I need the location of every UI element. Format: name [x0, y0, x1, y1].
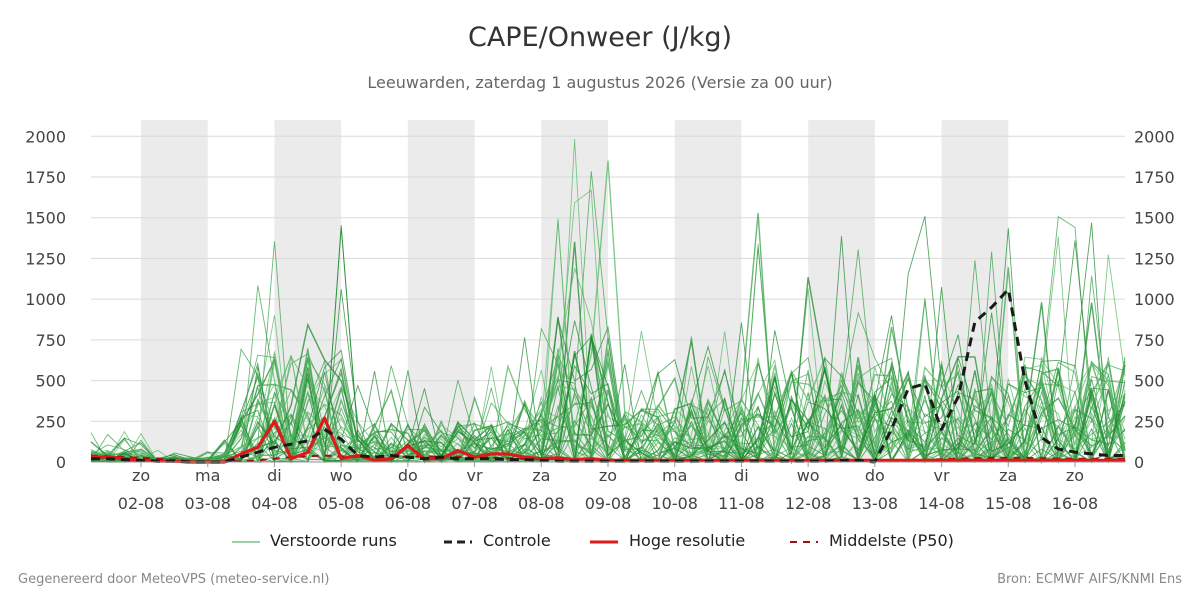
ensemble-run-line [90, 277, 1126, 464]
x-tick-date-label: 16-08 [1052, 494, 1099, 513]
y-tick-label-right: 250 [1134, 412, 1165, 431]
x-tick-date-label: 14-08 [918, 494, 965, 513]
ensemble-run-line [90, 326, 1126, 464]
x-tick-date-label: 13-08 [852, 494, 899, 513]
x-tick-day-label: do [398, 466, 418, 485]
y-tick-label-left: 1250 [25, 249, 66, 268]
x-tick-day-label: za [532, 466, 550, 485]
x-tick-day-label: vr [467, 466, 483, 485]
x-tick-day-label: wo [330, 466, 353, 485]
chart-subtitle: Leeuwarden, zaterdag 1 augustus 2026 (Ve… [367, 73, 833, 92]
x-tick-day-label: vr [934, 466, 950, 485]
y-tick-label-left: 500 [35, 372, 66, 391]
night-band [141, 120, 208, 462]
y-tick-label-right: 1000 [1134, 290, 1175, 309]
x-tick-date-label: 04-08 [251, 494, 298, 513]
footer-generated-by: Gegenereerd door MeteoVPS (meteo-service… [18, 572, 330, 587]
y-tick-label-left: 0 [56, 453, 66, 472]
night-band [674, 120, 742, 462]
x-tick-date-label: 15-08 [985, 494, 1032, 513]
y-tick-label-left: 250 [35, 412, 66, 431]
y-tick-label-right: 0 [1134, 453, 1144, 472]
ensemble-run-line [90, 335, 1126, 463]
ensemble-run-line [90, 222, 1126, 463]
x-tick-day-label: zo [132, 466, 150, 485]
y-tick-label-right: 2000 [1134, 127, 1175, 146]
x-tick-date-label: 12-08 [785, 494, 832, 513]
y-tick-label-left: 750 [35, 331, 66, 350]
x-tick-date-label: 05-08 [318, 494, 365, 513]
y-tick-label-left: 1000 [25, 290, 66, 309]
control-line [91, 287, 1125, 464]
x-tick-date-label: 09-08 [585, 494, 632, 513]
x-tick-date-label: 10-08 [651, 494, 698, 513]
x-tick-day-label: wo [797, 466, 820, 485]
y-tick-label-right: 500 [1134, 372, 1165, 391]
legend: Verstoorde runs Controle Hoge resolutie … [0, 530, 1200, 554]
ensemble-run-line [90, 227, 1126, 463]
x-tick-date-label: 08-08 [518, 494, 565, 513]
x-tick-day-label: di [734, 466, 749, 485]
x-tick-day-label: ma [195, 466, 220, 485]
footer-source: Bron: ECMWF AIFS/KNMI Ens [997, 572, 1182, 587]
ensemble-run-line [90, 352, 1126, 463]
y-tick-label-right: 1500 [1134, 209, 1175, 228]
x-tick-day-label: za [999, 466, 1017, 485]
x-tick-date-label: 03-08 [184, 494, 231, 513]
legend-swatch-perturbed-runs [232, 541, 260, 543]
ensemble-run-line [90, 318, 1126, 463]
x-tick-day-label: ma [662, 466, 687, 485]
legend-swatch-control [444, 540, 472, 544]
y-tick-label-right: 750 [1134, 331, 1165, 350]
x-tick-date-label: 02-08 [118, 494, 165, 513]
y-tick-label-right: 1250 [1134, 249, 1175, 268]
x-tick-date-label: 07-08 [451, 494, 498, 513]
y-tick-label-left: 2000 [25, 127, 66, 146]
y-tick-label-left: 1750 [25, 168, 66, 187]
x-tick-day-label: zo [1066, 466, 1084, 485]
legend-label-perturbed-runs: Verstoorde runs [270, 531, 397, 550]
x-tick-day-label: do [865, 466, 885, 485]
x-tick-date-label: 11-08 [718, 494, 765, 513]
legend-swatch-high-resolution [590, 540, 618, 544]
y-tick-label-left: 1500 [25, 209, 66, 228]
chart-title: CAPE/Onweer (J/kg) [467, 22, 732, 53]
axes: 0 0 250 250 500 500 750 750 1000 1000 1250 1250 1500… [25, 127, 1174, 513]
legend-swatch-median [790, 541, 818, 543]
ensemble-run-line [90, 247, 1126, 463]
main-series [90, 287, 1125, 464]
y-tick-label-right: 1750 [1134, 168, 1175, 187]
x-tick-day-label: zo [599, 466, 617, 485]
legend-label-median: Middelste (P50) [829, 531, 954, 550]
x-tick-date-label: 06-08 [385, 494, 432, 513]
legend-label-high-resolution: Hoge resolutie [629, 531, 746, 550]
x-tick-day-label: di [267, 466, 282, 485]
legend-label-control: Controle [483, 531, 551, 550]
